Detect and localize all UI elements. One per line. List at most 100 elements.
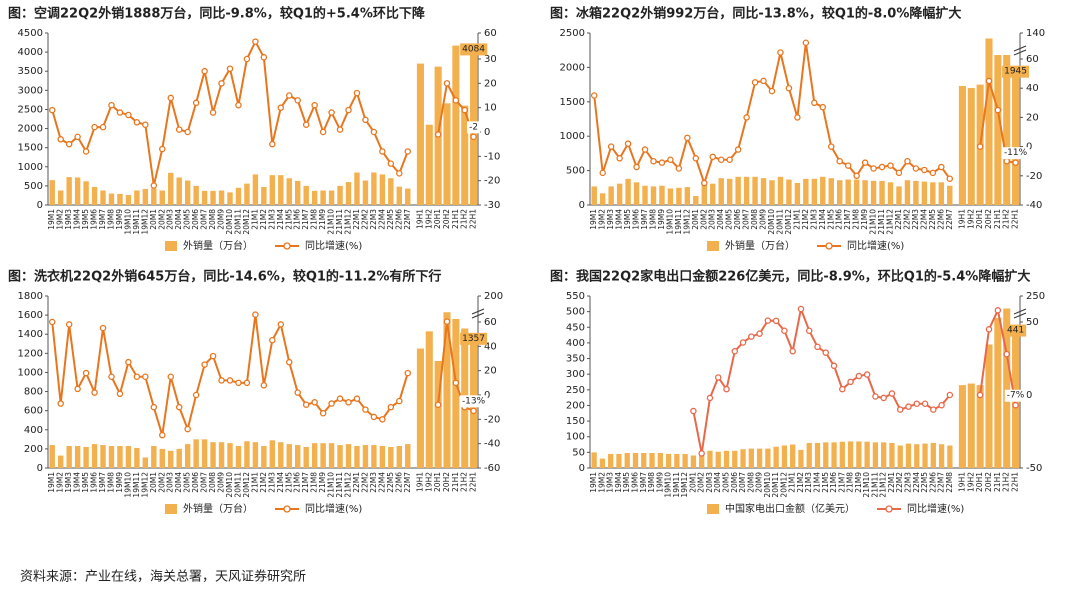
y2-tick-label: 60 (1026, 54, 1039, 65)
y-tick-label: 400 (24, 425, 43, 436)
bar (425, 331, 433, 468)
bar (599, 193, 606, 205)
line-point (443, 318, 451, 325)
x-tick-label: 19M4 (615, 209, 624, 230)
bar (905, 443, 912, 468)
label-bg (1001, 147, 1030, 160)
bar (735, 176, 741, 205)
y-tick-label: 100 (566, 432, 585, 443)
legend-point (885, 505, 893, 513)
line-point (396, 170, 403, 177)
y-tick-label: 300 (566, 369, 585, 380)
y-tick-label: 350 (566, 354, 585, 365)
bar (887, 182, 894, 205)
x-tick-label: 21M11 (870, 472, 879, 498)
line-point (218, 377, 225, 384)
line-point (379, 416, 386, 423)
line-point (789, 347, 796, 355)
x-tick-label: 20M11 (233, 209, 242, 235)
x-tick-label: 19M10 (123, 209, 132, 235)
line-point (913, 400, 921, 408)
line-point (65, 140, 73, 148)
legend-label: 同比增速(%) (847, 239, 904, 252)
y2-tick-label: 0 (1026, 142, 1032, 153)
bar (379, 174, 386, 205)
bar (244, 183, 250, 205)
x-tick-label: 19M7 (98, 209, 107, 230)
x-tick-label: 20M2 (157, 209, 166, 230)
line-point (82, 148, 90, 155)
x-tick-label: 21H1 (993, 472, 1002, 492)
label-bg (1002, 65, 1030, 78)
label-bg (460, 332, 488, 345)
x-tick-label: 22M6 (928, 472, 937, 493)
legend-label: 外销量（万台） (183, 502, 253, 515)
bar (151, 188, 157, 205)
x-tick-label: 22M6 (394, 209, 403, 230)
line-point (785, 84, 793, 92)
x-tick-label: 19M2 (56, 209, 65, 230)
bar (252, 174, 259, 205)
line-point (1003, 157, 1010, 165)
bar (769, 180, 775, 205)
line-point (311, 101, 318, 109)
bar (117, 446, 123, 468)
bar (591, 186, 597, 205)
bar (201, 190, 208, 205)
line-point (946, 391, 954, 399)
legend-swatch (707, 241, 719, 251)
line-point (252, 38, 259, 45)
bar (914, 444, 920, 468)
bar (49, 445, 55, 468)
line-point (311, 399, 318, 406)
bar (748, 448, 754, 468)
line-point (404, 148, 412, 155)
legend-point (283, 505, 291, 513)
x-tick-label: 21M3 (267, 472, 276, 493)
x-tick-label: 21M2 (801, 209, 810, 230)
y2-tick-label: 40 (1026, 83, 1039, 94)
line-point (836, 157, 843, 165)
x-tick-label: 20M1 (149, 472, 158, 493)
legend-label: 外销量（万台） (183, 239, 253, 252)
line-point (994, 307, 1002, 314)
line-point (353, 395, 361, 402)
y2-tick-label: 0 (1026, 390, 1032, 401)
line-point (985, 326, 993, 333)
x-tick-label: 20M1 (149, 209, 158, 230)
line-point (226, 65, 234, 72)
bar (806, 442, 812, 468)
y-tick-label: 2500 (18, 104, 43, 115)
bar (362, 180, 369, 205)
x-tick-label: 22M1 (352, 472, 361, 493)
line-point (116, 390, 124, 398)
bar (674, 453, 680, 468)
x-tick-label: 19H1 (415, 472, 424, 492)
line-point (726, 156, 733, 163)
line-point (1003, 350, 1010, 358)
y-tick-label: 200 (566, 400, 585, 411)
y2-tick-label: -20 (484, 176, 500, 187)
x-tick-label: 21M11 (335, 209, 344, 235)
y-tick-label: 450 (566, 322, 585, 333)
x-tick-label: 20M7 (738, 472, 747, 493)
x-tick-label: 22M1 (894, 209, 903, 230)
bar (269, 440, 276, 468)
line-point (743, 114, 750, 121)
x-tick-label: 21H2 (460, 209, 469, 229)
line-point (878, 163, 886, 171)
bar (839, 441, 845, 468)
x-tick-label: 19M2 (597, 472, 606, 493)
x-tick-label: 22M4 (919, 209, 928, 230)
x-tick-label: 19M5 (81, 472, 90, 493)
x-tick-label: 21M6 (293, 209, 302, 230)
bar (66, 177, 72, 205)
bar (870, 180, 877, 205)
bar (659, 185, 665, 205)
bar (125, 195, 132, 205)
line-point (235, 101, 242, 109)
x-tick-label: 20M11 (775, 209, 784, 235)
bar (295, 445, 301, 468)
x-tick-label: 21M7 (301, 472, 310, 493)
x-tick-label: 19M3 (606, 209, 615, 230)
